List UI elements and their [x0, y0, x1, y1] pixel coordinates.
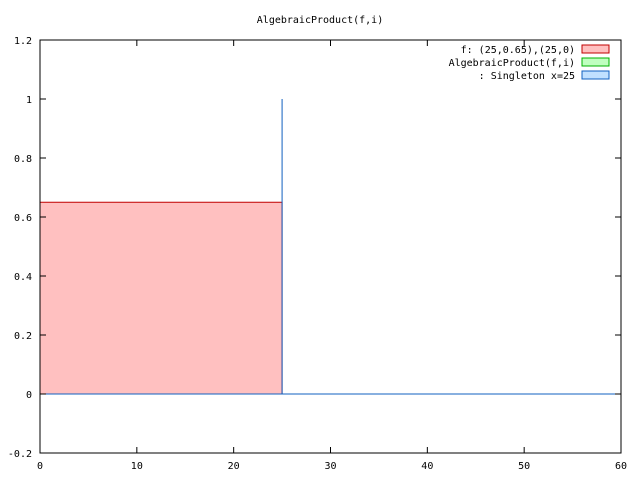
legend-label: f: (25,0.65),(25,0) — [461, 45, 575, 56]
x-tick-label: 10 — [131, 461, 143, 472]
y-tick-label: 0 — [26, 390, 32, 401]
x-tick-label: 40 — [421, 461, 433, 472]
y-tick-label: 0.2 — [14, 331, 32, 342]
axes: 0 10 20 30 40 50 60 -0.2 0 0.2 0.4 0.6 0.8 1 1.2 — [8, 36, 627, 472]
chart-title: AlgebraicProduct(f,i) — [257, 15, 383, 26]
y-tick-label: 1 — [26, 95, 32, 106]
x-tick-label: 20 — [228, 461, 240, 472]
series-2-line — [40, 99, 621, 395]
x-tick-label: 30 — [324, 461, 336, 472]
y-tick-label: -0.2 — [8, 449, 32, 460]
y-tick-label: 1.2 — [14, 36, 32, 47]
legend-label: : Singleton x=25 — [479, 71, 575, 82]
x-tick-label: 0 — [37, 461, 43, 472]
legend: f: (25,0.65),(25,0) AlgebraicProduct(f,i)… — [449, 44, 610, 82]
y-tick-label: 0.4 — [14, 272, 32, 283]
plot-area — [40, 99, 621, 395]
y-tick-label: 0.6 — [14, 213, 32, 224]
legend-swatch — [581, 57, 610, 67]
y-tick-label: 0.8 — [14, 154, 32, 165]
legend-swatch — [581, 70, 610, 80]
x-tick-label: 60 — [615, 461, 627, 472]
legend-label: AlgebraicProduct(f,i) — [449, 58, 575, 69]
series-0-area — [40, 202, 283, 394]
legend-swatch — [581, 44, 610, 54]
x-tick-label: 50 — [518, 461, 530, 472]
